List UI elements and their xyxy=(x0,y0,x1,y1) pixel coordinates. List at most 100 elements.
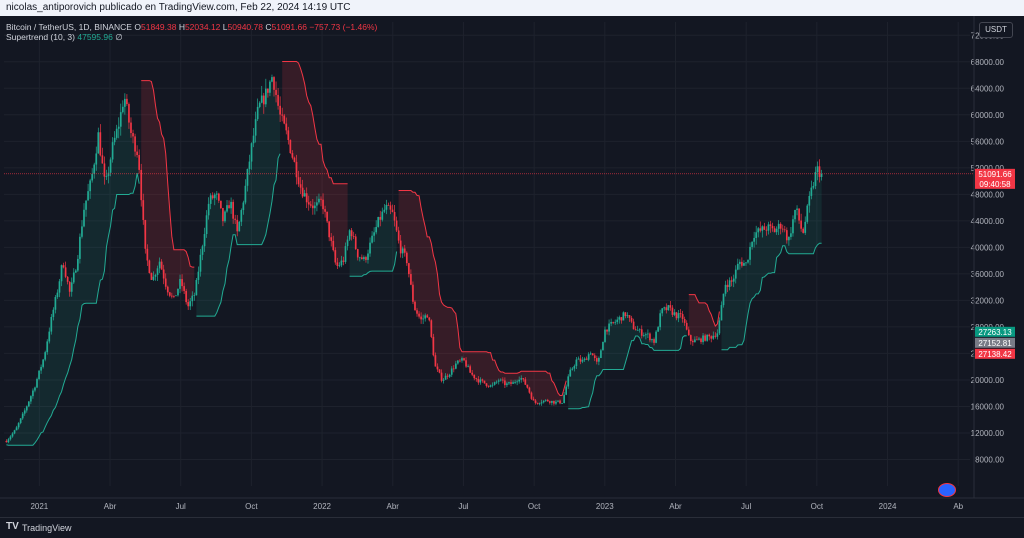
indicator-name[interactable]: Supertrend (10, 3) xyxy=(6,32,75,42)
candle-body xyxy=(410,274,412,285)
candle-body xyxy=(638,329,641,331)
candle-body xyxy=(457,360,459,364)
candle-body xyxy=(573,365,576,369)
candle-body xyxy=(685,322,688,330)
candle-body xyxy=(79,236,81,259)
candle-body xyxy=(32,390,34,397)
candle-body xyxy=(395,220,398,231)
candle-body xyxy=(602,341,604,351)
candle-body xyxy=(704,335,706,341)
candle-body xyxy=(144,219,147,249)
candle-body xyxy=(761,226,764,231)
candle-body xyxy=(716,333,719,337)
candle-body xyxy=(58,281,61,293)
y-tick-label: 68000.00 xyxy=(971,58,1005,67)
candle-body xyxy=(796,208,798,210)
candle-body xyxy=(616,319,619,322)
candle-body xyxy=(50,316,53,332)
us-flag-icon[interactable] xyxy=(938,483,956,497)
candle-body xyxy=(645,334,647,336)
candle-body xyxy=(483,380,486,384)
candle-body xyxy=(587,354,590,360)
candle-body xyxy=(624,312,627,317)
candle-body xyxy=(593,355,596,359)
candle-body xyxy=(93,164,96,174)
candle-body xyxy=(567,376,570,387)
candle-body xyxy=(653,339,655,343)
candle-body xyxy=(526,384,529,388)
supertrend-line-down xyxy=(282,61,348,185)
candle-body xyxy=(326,211,328,222)
change-value: −757.73 (−1.46%) xyxy=(309,22,378,32)
candle-body xyxy=(771,225,774,229)
candle-body xyxy=(667,305,670,311)
supertrend-line-down xyxy=(141,80,195,268)
x-tick-label: Oct xyxy=(811,502,824,511)
candle-body xyxy=(412,284,414,302)
candle-body xyxy=(309,204,312,206)
candle-body xyxy=(538,403,541,405)
price-chart[interactable]: 8000.0012000.0016000.0020000.0024000.002… xyxy=(0,16,1024,516)
currency-button[interactable]: USDT xyxy=(979,22,1013,38)
tradingview-logo-icon: TV xyxy=(6,521,19,532)
candle-body xyxy=(749,246,751,260)
candle-body xyxy=(583,358,586,360)
high-value: 52034.12 xyxy=(184,22,221,32)
candle-body xyxy=(346,239,349,247)
candle-body xyxy=(755,232,758,238)
candle-body xyxy=(591,353,594,356)
candle-body xyxy=(816,166,819,173)
candle-body xyxy=(101,155,104,164)
candle-body xyxy=(103,163,106,177)
candle-body xyxy=(130,122,132,134)
candle-body xyxy=(546,399,549,402)
candle-body xyxy=(126,98,128,105)
candle-body xyxy=(189,301,192,307)
candle-body xyxy=(722,293,725,306)
candle-body xyxy=(745,262,747,264)
candle-body xyxy=(222,208,224,222)
candle-body xyxy=(403,248,406,253)
candle-body xyxy=(640,329,643,336)
candle-body xyxy=(52,309,55,317)
candle-body xyxy=(295,161,298,178)
candle-body xyxy=(175,295,177,297)
candle-body xyxy=(7,439,10,443)
candle-body xyxy=(589,353,592,355)
candle-body xyxy=(279,105,281,115)
candle-body xyxy=(365,257,367,260)
candle-body xyxy=(818,166,821,177)
candle-body xyxy=(763,226,766,230)
candle-body xyxy=(285,123,288,131)
symbol-label[interactable]: Bitcoin / TetherUS, 1D, BINANCE xyxy=(6,22,132,32)
candle-body xyxy=(183,286,185,291)
candle-body xyxy=(759,228,762,231)
candle-body xyxy=(305,193,308,203)
candle-body xyxy=(681,314,684,320)
candle-body xyxy=(371,235,373,243)
candle-body xyxy=(393,211,396,221)
price-label-tag xyxy=(975,348,1015,359)
candle-body xyxy=(250,143,253,162)
candle-body xyxy=(663,307,666,309)
candle-body xyxy=(618,317,621,320)
candle-body xyxy=(743,263,745,266)
candle-body xyxy=(524,379,527,385)
candle-body xyxy=(548,401,551,403)
y-tick-label: 48000.00 xyxy=(971,190,1005,199)
candle-body xyxy=(730,280,733,282)
candle-body xyxy=(689,335,692,342)
x-tick-label: Oct xyxy=(528,502,541,511)
candle-body xyxy=(579,358,582,362)
candle-body xyxy=(810,187,813,196)
candle-body xyxy=(383,209,386,212)
candle-body xyxy=(334,250,337,263)
candle-body xyxy=(785,230,788,241)
candle-body xyxy=(271,77,273,82)
candle-body xyxy=(491,384,494,386)
candle-body xyxy=(559,400,561,404)
candle-body xyxy=(30,396,32,402)
candle-body xyxy=(132,133,134,137)
candle-body xyxy=(694,339,696,343)
candle-body xyxy=(148,260,151,273)
